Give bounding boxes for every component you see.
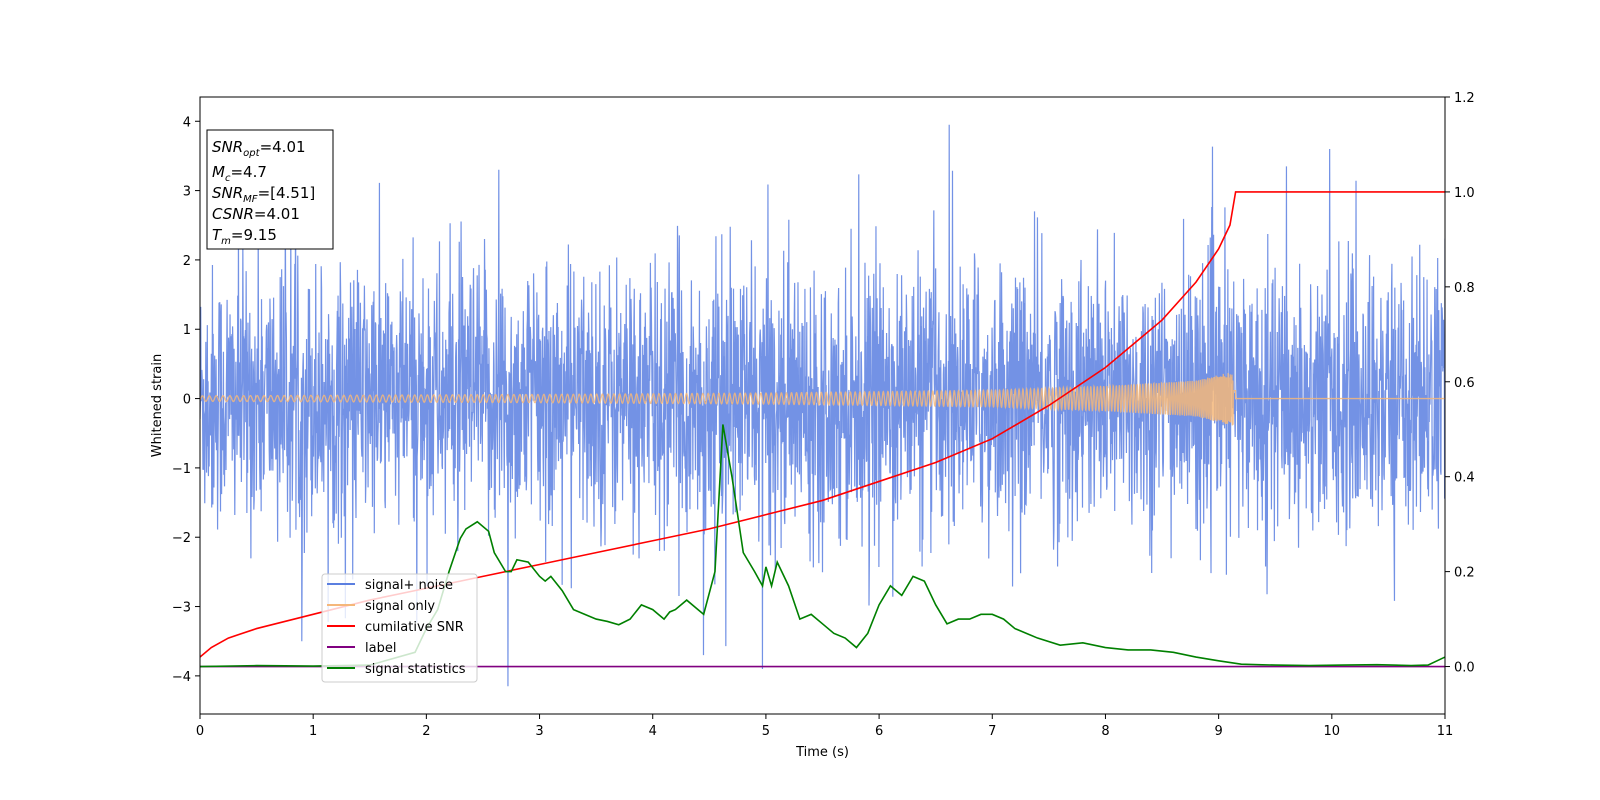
legend: signal+ noise signal only cumilative SNR…	[321, 573, 478, 683]
y-left-tick-label: 3	[183, 185, 191, 200]
legend-label-signal-only: signal only	[365, 599, 435, 614]
legend-label-label: label	[365, 641, 396, 656]
y-left-tick-label: −1	[172, 462, 191, 477]
y-right-tick-label: 0.6	[1454, 376, 1475, 391]
series-signal-statistics-line	[200, 424, 1445, 668]
y-left-tick-label: −2	[172, 531, 191, 546]
y-right-tick-label: 0.2	[1454, 566, 1475, 581]
legend-label-signal-noise: signal+ noise	[365, 578, 453, 593]
y-left-tick-label: 2	[183, 254, 191, 269]
y-left-tick-label: −3	[172, 601, 191, 616]
legend-entry-label: label	[327, 641, 396, 656]
annotation-merger-time: Tm=9.15	[212, 226, 277, 247]
x-tick-label: 10	[1324, 724, 1341, 739]
x-tick-label: 3	[535, 724, 543, 739]
y-right-tick-label: 0.8	[1454, 281, 1475, 296]
legend-entry-signal-only: signal only	[327, 599, 435, 614]
legend-label-signal-statistics: signal statistics	[365, 662, 466, 677]
legend-entry-signal-noise: signal+ noise	[327, 578, 453, 593]
axes: 0 1 2 3 4 5 6 7 8 9 10 11 −4 −3 −2 −1 0 1 2 3 4 0.0 0.2 0.4 0.6 0…	[150, 91, 1475, 760]
annotation-snr-opt: SNRopt=4.01	[212, 138, 306, 159]
x-tick-label: 6	[875, 724, 883, 739]
y-left-tick-label: 0	[183, 393, 191, 408]
x-tick-label: 0	[196, 724, 204, 739]
annotation-snr-mf: SNRMF=[4.51]	[212, 184, 315, 205]
legend-label-cumulative-snr: cumilative SNR	[365, 620, 464, 635]
legend-entry-cumulative-snr: cumilative SNR	[327, 620, 464, 635]
y-left-tick-label: 1	[183, 323, 191, 338]
annotation-chirp-mass: Mc=4.7	[212, 163, 267, 184]
annotation-csnr: CSNR=4.01	[212, 205, 300, 223]
annotation-frame	[206, 129, 334, 250]
x-tick-label: 1	[309, 724, 317, 739]
x-tick-label: 4	[649, 724, 657, 739]
y-right-tick-label: 0.0	[1454, 661, 1475, 676]
annotation-box: SNRopt=4.01 Mc=4.7 SNRMF=[4.51] CSNR=4.0…	[206, 129, 334, 250]
series-cumulative-snr-line	[200, 191, 1445, 658]
axes-frame	[199, 96, 1446, 715]
y-right-tick-label: 1.0	[1454, 186, 1475, 201]
y-right-tick-label: 0.4	[1454, 471, 1475, 486]
series-signal-noise-line	[200, 124, 1445, 687]
y-right-tick-label: 1.2	[1454, 91, 1475, 106]
x-tick-label: 2	[422, 724, 430, 739]
x-tick-label: 9	[1214, 724, 1222, 739]
y-axis-label: Whitened strain	[150, 354, 165, 457]
x-tick-label: 5	[762, 724, 770, 739]
x-tick-label: 11	[1437, 724, 1454, 739]
x-tick-label: 7	[988, 724, 996, 739]
legend-entry-signal-statistics: signal statistics	[327, 662, 466, 677]
x-tick-label: 8	[1101, 724, 1109, 739]
x-axis-label: Time (s)	[795, 745, 849, 760]
series-signal-only-line	[200, 373, 1445, 426]
y-left-tick-label: −4	[172, 670, 191, 685]
y-left-tick-label: 4	[183, 115, 191, 130]
legend-frame	[321, 573, 478, 683]
